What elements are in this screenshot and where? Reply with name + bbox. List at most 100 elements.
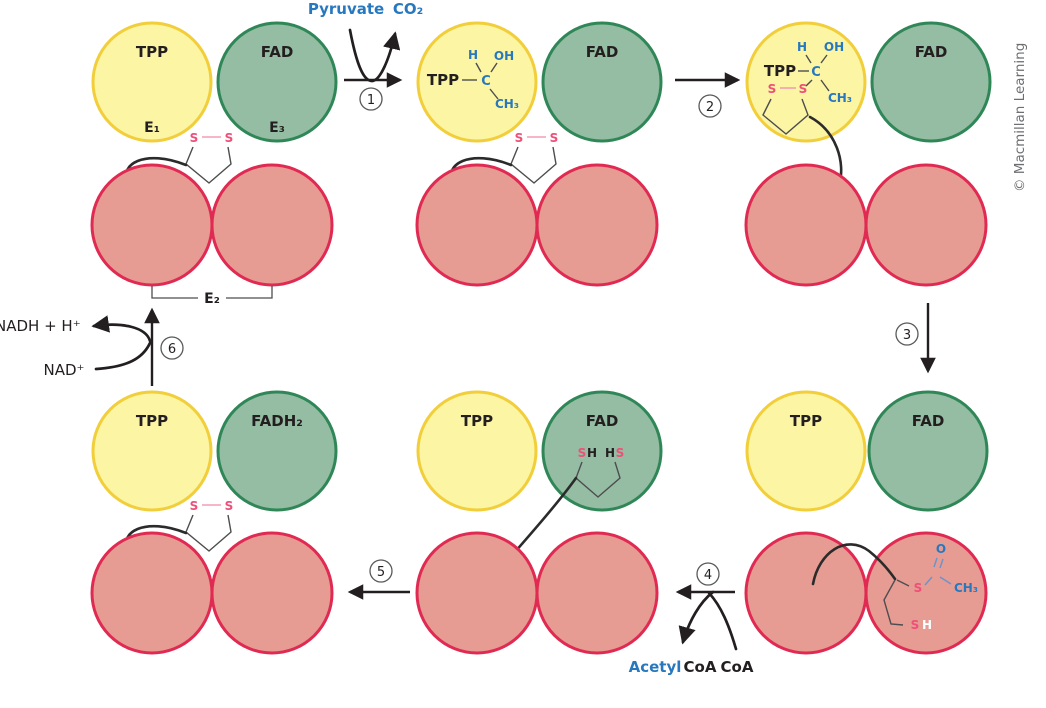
nad-label: NAD⁺ bbox=[44, 361, 85, 379]
step-5-number: 5 bbox=[377, 565, 385, 580]
sulfur-label: S bbox=[190, 131, 199, 145]
sulfur-label: S bbox=[911, 618, 920, 632]
c-h-bond bbox=[805, 54, 812, 64]
panel-hydroxyethyl-tpp: TPP C H OH CH₃ FAD S S bbox=[415, 21, 663, 287]
e2-core-circle-left bbox=[90, 163, 214, 287]
c-o-double-bond-2 bbox=[939, 558, 944, 569]
e2-bracket bbox=[151, 286, 273, 299]
panel-oxidized-start: TPP E₁ FAD E₃ S S E₂ bbox=[90, 21, 338, 307]
e2-core-circle-left bbox=[744, 531, 868, 655]
e2-core-circle-left bbox=[744, 163, 868, 287]
tpp-label: TPP bbox=[764, 62, 796, 80]
sulfur-label: S bbox=[515, 131, 524, 145]
step-6-badge bbox=[160, 336, 184, 360]
fad-circle bbox=[541, 390, 663, 512]
e2-core-circle-left bbox=[90, 531, 214, 655]
c-ch3-bond bbox=[489, 88, 499, 100]
h-label: H bbox=[587, 446, 597, 460]
coa-label: CoA bbox=[721, 658, 754, 676]
c-s-bond bbox=[805, 79, 813, 87]
c-oh-bond bbox=[490, 62, 498, 73]
fad-circle bbox=[541, 21, 663, 143]
lipoamide-ring bbox=[762, 98, 809, 135]
ch3-label: CH₃ bbox=[495, 97, 519, 111]
panel-acetyl-lipoamide: TPP FAD S O CH₃ S H bbox=[744, 390, 989, 655]
lipoamide-ring bbox=[185, 514, 232, 552]
sulfur-label: S bbox=[914, 581, 923, 595]
tpp-label: TPP bbox=[461, 412, 493, 430]
panel-dihydrolipoamide: TPP FAD S H H S bbox=[415, 390, 663, 655]
sulfur-label: S bbox=[225, 499, 234, 513]
acetyl-label: Acetyl bbox=[629, 658, 682, 676]
e2-core-circle-right bbox=[535, 163, 659, 287]
tpp-circle bbox=[745, 21, 867, 143]
oxygen-label: O bbox=[936, 542, 946, 556]
tpp-circle bbox=[416, 21, 538, 143]
c-ch3-bond bbox=[820, 79, 830, 92]
fad-label: FAD bbox=[912, 412, 945, 430]
panel-fadh2-regenerated: TPP FADH₂ S S bbox=[90, 390, 338, 655]
step-1-badge bbox=[359, 87, 383, 111]
lipoamide-ring bbox=[510, 146, 557, 184]
fad-label: FAD bbox=[261, 43, 294, 61]
fad-circle bbox=[870, 21, 992, 143]
step-4-number: 4 bbox=[704, 568, 712, 583]
sulfur-label: S bbox=[550, 131, 559, 145]
tpp-circle bbox=[416, 390, 538, 512]
step-6-reaction: NADH + H⁺ NAD⁺ 6 bbox=[0, 307, 184, 386]
step-6-number: 6 bbox=[168, 342, 176, 357]
tpp-circle bbox=[745, 390, 867, 512]
c-ch3-bond bbox=[939, 576, 952, 585]
dihydro-chain bbox=[575, 461, 621, 498]
step-1-reaction: Pyruvate CO₂ 1 bbox=[308, 0, 423, 111]
sulfur-label: S bbox=[578, 446, 587, 460]
step-3-badge bbox=[895, 322, 919, 346]
fad-e3-circle bbox=[216, 21, 338, 143]
h-label: H bbox=[468, 48, 478, 62]
e2-core-circle-left bbox=[415, 163, 539, 287]
fadh2-label: FADH₂ bbox=[251, 412, 303, 430]
oh-label: OH bbox=[824, 40, 844, 54]
e1-label: E₁ bbox=[144, 120, 160, 136]
e2-core-circle-right bbox=[535, 531, 659, 655]
carbon-label: C bbox=[481, 74, 491, 89]
ch3-label: CH₃ bbox=[828, 91, 852, 105]
nadh-out-curve bbox=[91, 315, 152, 343]
fad-label: FAD bbox=[586, 43, 619, 61]
nadh-label: NADH + H⁺ bbox=[0, 317, 81, 335]
step-3-reaction: 3 bbox=[895, 303, 936, 374]
step-2-reaction: 2 bbox=[675, 72, 741, 118]
sulfur-label: S bbox=[768, 82, 777, 96]
copyright-notice: © Macmillan Learning bbox=[1012, 43, 1028, 192]
sulfur-label: S bbox=[799, 82, 808, 96]
step-5-badge bbox=[369, 559, 393, 583]
h-label: H bbox=[922, 618, 932, 632]
chain-s-bond bbox=[896, 579, 910, 587]
dihydro-chain bbox=[883, 579, 904, 626]
s-carbonyl-bond bbox=[924, 576, 933, 586]
pyruvate-co2-curve bbox=[348, 28, 401, 83]
step-4-badge bbox=[696, 562, 720, 586]
fad-circle bbox=[867, 390, 989, 512]
lipoyl-arm bbox=[811, 543, 897, 586]
c-o-double-bond-1 bbox=[933, 557, 938, 568]
e2-core-circle-right bbox=[210, 163, 334, 287]
e2-core-circle-right bbox=[864, 531, 988, 655]
panel-lipoamide-attack: TPP C H OH CH₃ S S FAD bbox=[744, 21, 992, 287]
h-label: H bbox=[797, 40, 807, 54]
sulfur-label: S bbox=[190, 499, 199, 513]
acetyl-coa-out-curve bbox=[678, 590, 715, 645]
pyruvate-label: Pyruvate bbox=[308, 0, 384, 18]
fad-label: FAD bbox=[915, 43, 948, 61]
fad-label: FAD bbox=[586, 412, 619, 430]
co2-label: CO₂ bbox=[393, 0, 423, 18]
tpp-circle bbox=[91, 390, 213, 512]
step-2-badge bbox=[698, 94, 722, 118]
sulfur-label: S bbox=[225, 131, 234, 145]
h-label: H bbox=[605, 446, 615, 460]
step-2-number: 2 bbox=[706, 100, 714, 115]
e3-label: E₃ bbox=[269, 120, 285, 136]
e2-core-circle-right bbox=[210, 531, 334, 655]
c-h-bond bbox=[475, 62, 482, 73]
